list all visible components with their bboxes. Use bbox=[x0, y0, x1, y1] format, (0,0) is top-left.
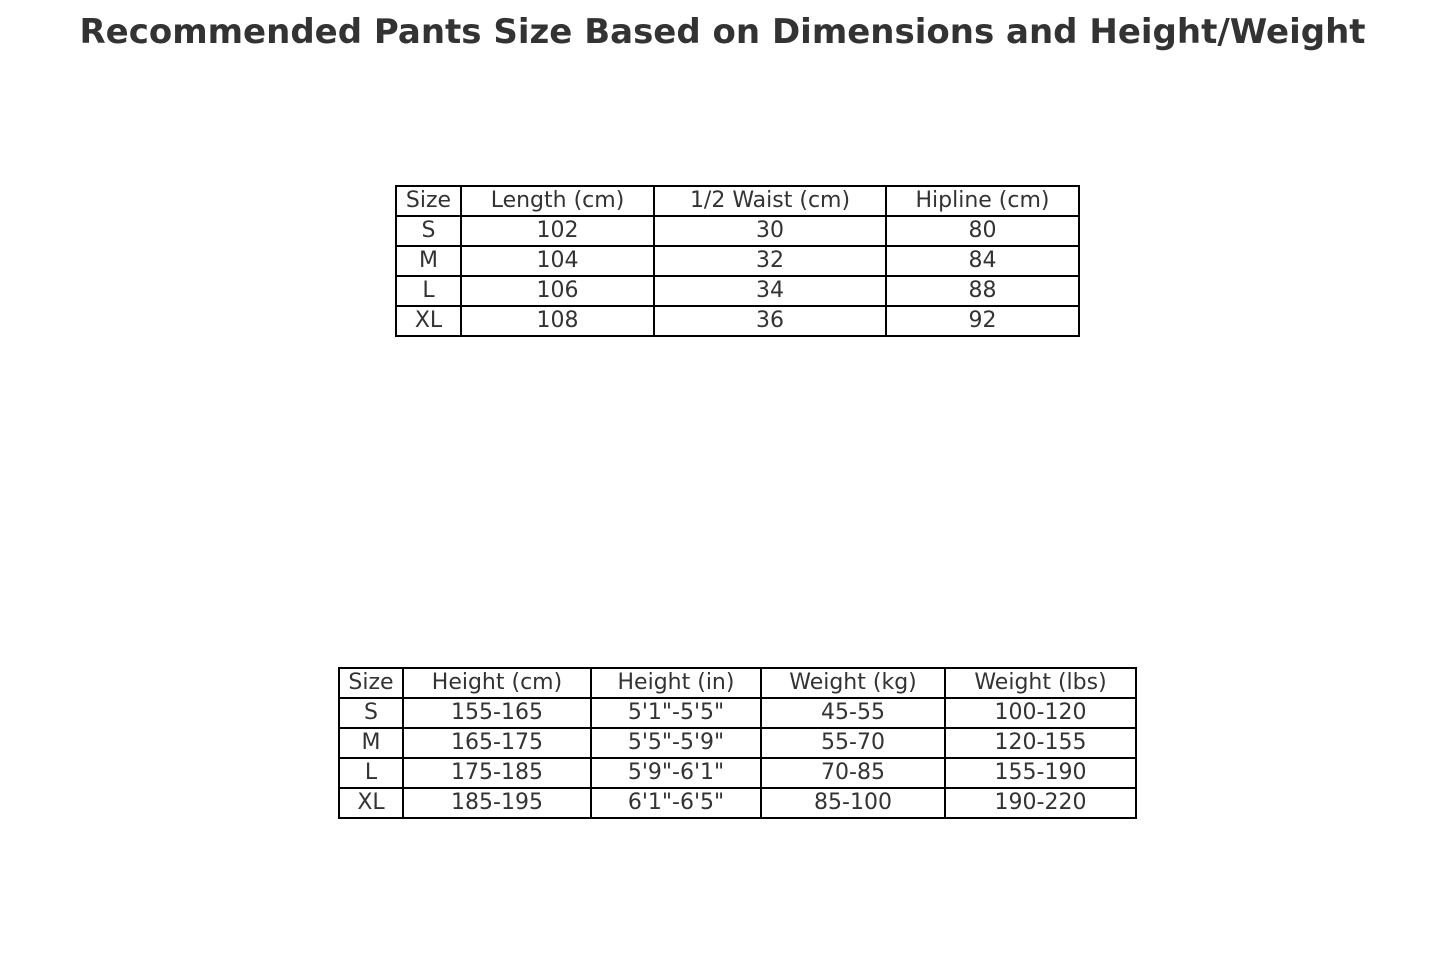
table-cell: 108 bbox=[460, 305, 655, 337]
table-cell: 100-120 bbox=[944, 697, 1137, 729]
column-header: Size bbox=[338, 667, 404, 699]
table-cell: 32 bbox=[653, 245, 887, 277]
table-cell: 5'9"-6'1" bbox=[590, 757, 762, 789]
table-cell: 45-55 bbox=[760, 697, 946, 729]
column-header: 1/2 Waist (cm) bbox=[653, 185, 887, 217]
table-cell: 34 bbox=[653, 275, 887, 307]
table-cell: XL bbox=[338, 787, 404, 819]
table-row: S 102 30 80 bbox=[395, 215, 1080, 247]
table-cell: 85-100 bbox=[760, 787, 946, 819]
table-cell: 5'1"-5'5" bbox=[590, 697, 762, 729]
table-row: M 165-175 5'5"-5'9" 55-70 120-155 bbox=[338, 727, 1137, 759]
table-cell: M bbox=[338, 727, 404, 759]
table-cell: 5'5"-5'9" bbox=[590, 727, 762, 759]
column-header: Height (cm) bbox=[402, 667, 592, 699]
table-cell: 6'1"-6'5" bbox=[590, 787, 762, 819]
table-cell: 104 bbox=[460, 245, 655, 277]
table-cell: 36 bbox=[653, 305, 887, 337]
table-cell: 92 bbox=[885, 305, 1080, 337]
dimensions-table: Size Length (cm) 1/2 Waist (cm) Hipline (cm… bbox=[395, 185, 1080, 337]
table-cell: 185-195 bbox=[402, 787, 592, 819]
column-header: Height (in) bbox=[590, 667, 762, 699]
table-row: XL 108 36 92 bbox=[395, 305, 1080, 337]
table-cell: 155-165 bbox=[402, 697, 592, 729]
table-row: L 175-185 5'9"-6'1" 70-85 155-190 bbox=[338, 757, 1137, 789]
header-row: Size Height (cm) Height (in) Weight (kg) Wei… bbox=[338, 667, 1137, 699]
table-cell: S bbox=[338, 697, 404, 729]
column-header: Weight (kg) bbox=[760, 667, 946, 699]
chart-title: Recommended Pants Size Based on Dimensio… bbox=[79, 12, 1366, 52]
table-row: M 104 32 84 bbox=[395, 245, 1080, 277]
table-cell: S bbox=[395, 215, 462, 247]
table-cell: 190-220 bbox=[944, 787, 1137, 819]
table-cell: 70-85 bbox=[760, 757, 946, 789]
table-row: XL 185-195 6'1"-6'5" 85-100 190-220 bbox=[338, 787, 1137, 819]
table-cell: 80 bbox=[885, 215, 1080, 247]
column-header: Weight (lbs) bbox=[944, 667, 1137, 699]
table-cell: XL bbox=[395, 305, 462, 337]
table-cell: 155-190 bbox=[944, 757, 1137, 789]
table-cell: 165-175 bbox=[402, 727, 592, 759]
table-cell: 120-155 bbox=[944, 727, 1137, 759]
table-cell: 55-70 bbox=[760, 727, 946, 759]
table-cell: 106 bbox=[460, 275, 655, 307]
table-row: L 106 34 88 bbox=[395, 275, 1080, 307]
table-cell: 102 bbox=[460, 215, 655, 247]
column-header: Hipline (cm) bbox=[885, 185, 1080, 217]
table-cell: L bbox=[338, 757, 404, 789]
table-cell: 175-185 bbox=[402, 757, 592, 789]
table-row: S 155-165 5'1"-5'5" 45-55 100-120 bbox=[338, 697, 1137, 729]
table-cell: L bbox=[395, 275, 462, 307]
column-header: Length (cm) bbox=[460, 185, 655, 217]
height-weight-table: Size Height (cm) Height (in) Weight (kg) Wei… bbox=[338, 667, 1137, 819]
table-cell: 84 bbox=[885, 245, 1080, 277]
table-cell: 88 bbox=[885, 275, 1080, 307]
header-row: Size Length (cm) 1/2 Waist (cm) Hipline (cm… bbox=[395, 185, 1080, 217]
table-cell: 30 bbox=[653, 215, 887, 247]
column-header: Size bbox=[395, 185, 462, 217]
table-cell: M bbox=[395, 245, 462, 277]
